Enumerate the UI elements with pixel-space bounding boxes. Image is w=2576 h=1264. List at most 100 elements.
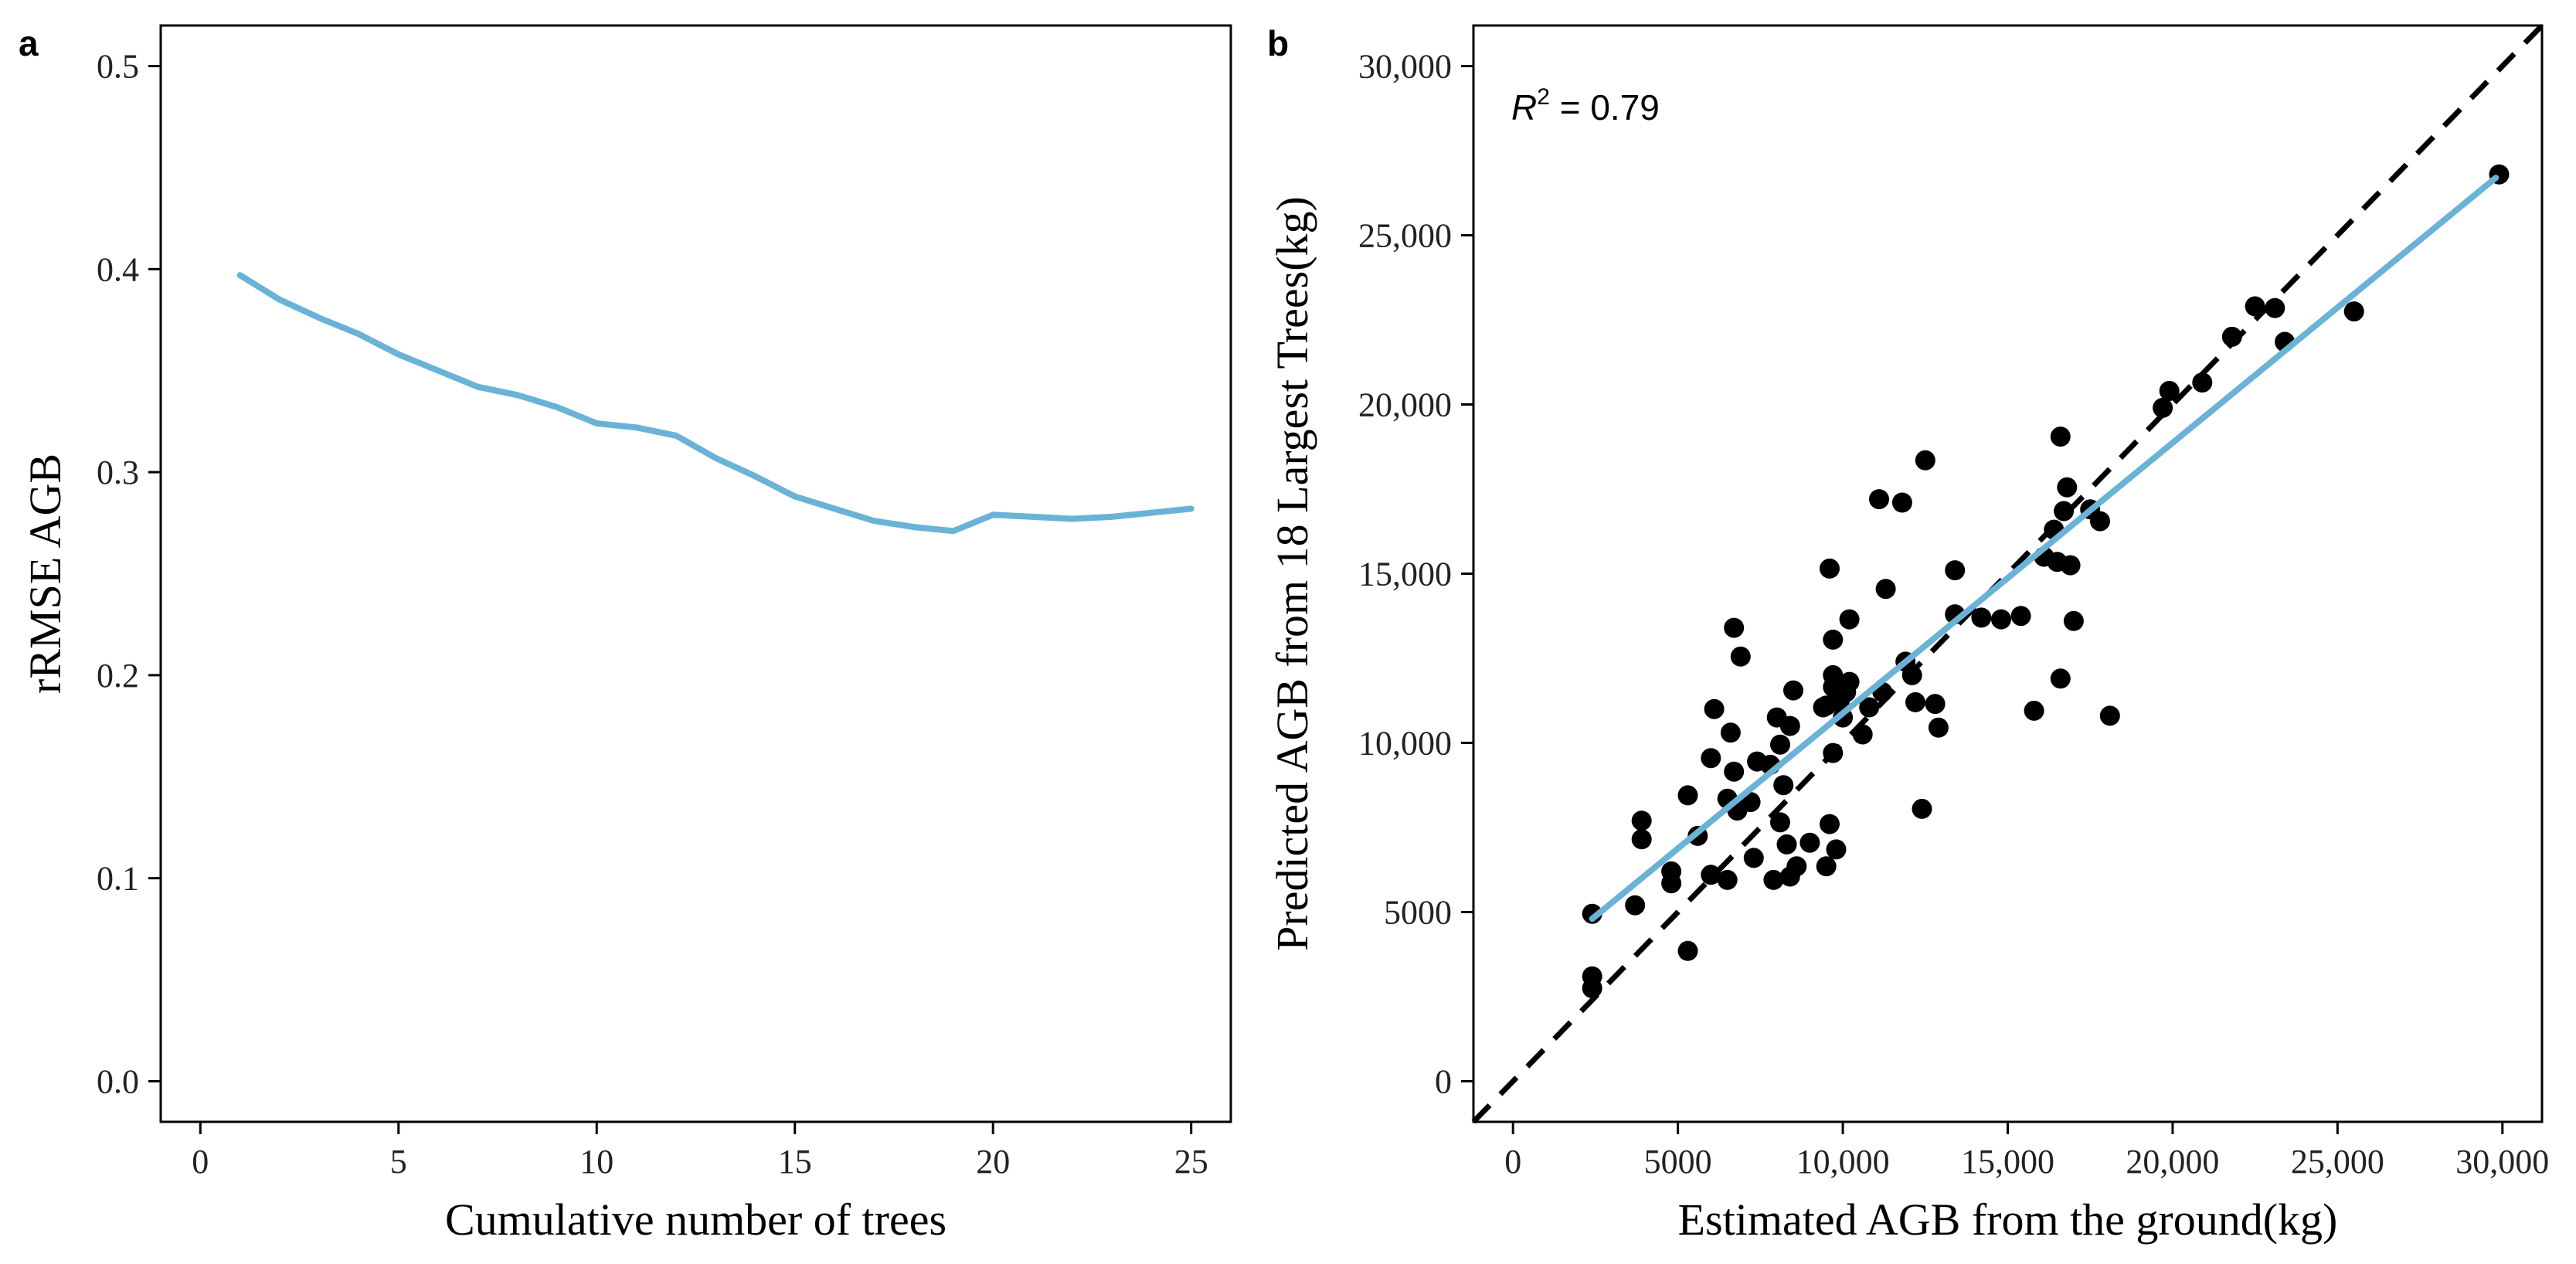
data-point	[2099, 705, 2120, 726]
data-point	[1631, 810, 1652, 831]
panel-b: b 0 5000 10,000 15,000 20,000 25,000 30,000 0 5…	[1267, 23, 2549, 1245]
data-point	[1826, 839, 1847, 860]
data-point	[1820, 814, 1840, 834]
x-tick-label: 15	[778, 1143, 812, 1181]
data-point	[1799, 832, 1820, 853]
panel-a-y-axis: 0.0 0.1 0.2 0.3 0.4 0.5	[97, 48, 161, 1100]
data-point	[2010, 606, 2031, 627]
x-tick-label: 15,000	[1961, 1143, 2054, 1181]
data-point	[2192, 372, 2213, 393]
data-point	[2153, 397, 2173, 418]
data-point	[1891, 492, 1912, 513]
data-point	[2090, 511, 2110, 532]
x-tick-label: 30,000	[2455, 1143, 2549, 1181]
data-point	[1928, 717, 1949, 738]
panel-a-y-axis-label: rRMSE AGB	[20, 454, 70, 694]
data-point	[1770, 812, 1790, 833]
data-point	[1776, 834, 1797, 855]
y-tick-label: 10,000	[1358, 724, 1452, 762]
data-point	[1724, 761, 1745, 782]
data-point	[1677, 785, 1698, 806]
regression-line	[1589, 175, 2500, 923]
panel-b-x-axis-label: Estimated AGB from the ground(kg)	[1678, 1194, 2338, 1245]
x-tick-label: 10	[579, 1143, 613, 1181]
data-point	[2060, 555, 2081, 576]
data-point	[1701, 748, 1721, 769]
panel-b-y-axis: 0 5000 10,000 15,000 20,000 25,000 30,000	[1358, 48, 1473, 1100]
data-point	[1720, 722, 1741, 743]
data-point	[2343, 301, 2364, 322]
panel-a-letter: a	[19, 23, 39, 63]
data-point	[1839, 609, 1860, 630]
x-tick-label: 25,000	[2291, 1143, 2384, 1181]
r-squared-symbol: R	[1511, 87, 1537, 127]
panel-a: a 0 5 10 15 20 25 0.0 0.1 0.2 0.3 0.4 0.5 Cumulati…	[19, 23, 1232, 1245]
y-tick-label: 0.0	[97, 1062, 139, 1100]
y-tick-label: 30,000	[1358, 48, 1452, 86]
x-tick-label: 20	[976, 1143, 1010, 1181]
data-point	[1582, 903, 1602, 924]
data-point	[1724, 617, 1745, 638]
data-point	[1869, 489, 1889, 510]
panel-a-x-axis: 0 5 10 15 20 25	[192, 1122, 1208, 1181]
x-tick-label: 25	[1174, 1143, 1208, 1181]
y-tick-label: 0.3	[97, 454, 139, 491]
data-point	[1582, 978, 1602, 998]
data-point	[2057, 477, 2078, 498]
data-point	[1743, 848, 1764, 868]
data-point	[1820, 558, 1840, 579]
data-point	[1991, 609, 2011, 630]
identity-line	[1471, 23, 2544, 1124]
data-point	[1717, 869, 1738, 890]
x-tick-label: 0	[192, 1143, 209, 1181]
data-point	[1704, 698, 1725, 719]
data-point	[1730, 646, 1751, 667]
r-squared-value: = 0.79	[1550, 87, 1660, 127]
panel-b-letter: b	[1267, 23, 1289, 63]
y-tick-label: 15,000	[1358, 556, 1452, 593]
data-point	[1783, 680, 1803, 701]
data-point	[1677, 940, 1698, 961]
y-tick-label: 0.4	[97, 250, 139, 288]
data-point	[1945, 560, 1966, 581]
data-point	[1839, 671, 1860, 692]
data-point	[1912, 798, 1932, 819]
x-tick-label: 10,000	[1796, 1143, 1890, 1181]
panel-a-plot-frame	[159, 24, 1232, 1123]
x-tick-label: 0	[1504, 1143, 1521, 1181]
x-tick-label: 5000	[1644, 1143, 1712, 1181]
panel-b-x-axis: 0 5000 10,000 15,000 20,000 25,000 30,000	[1504, 1122, 2549, 1181]
panel-b-y-axis-label: Predicted AGB from 18 Largest Trees(kg)	[1267, 196, 1317, 951]
data-point	[2050, 668, 2071, 689]
y-tick-label: 5000	[1384, 893, 1452, 931]
y-tick-label: 0.2	[97, 657, 139, 695]
y-tick-label: 0.1	[97, 860, 139, 898]
panel-a-x-axis-label: Cumulative number of trees	[445, 1194, 946, 1245]
data-point	[1661, 873, 1682, 894]
series-line	[236, 272, 1195, 535]
r-squared-exponent: 2	[1537, 84, 1550, 110]
r-squared-annotation: R2 = 0.79	[1511, 84, 1660, 127]
data-point	[1971, 607, 1992, 628]
data-point	[2159, 381, 2180, 401]
data-point	[2054, 501, 2075, 522]
x-tick-label: 20,000	[2126, 1143, 2219, 1181]
data-point	[1875, 579, 1896, 600]
data-point	[1625, 895, 1646, 916]
data-point	[1816, 856, 1837, 877]
data-point	[1779, 715, 1800, 736]
data-point	[1763, 869, 1784, 890]
panel-b-lines	[1471, 23, 2544, 1124]
data-point	[2024, 700, 2044, 721]
x-tick-label: 5	[390, 1143, 407, 1181]
data-point	[2063, 610, 2084, 631]
data-point	[1786, 856, 1807, 877]
data-point	[1925, 694, 1946, 715]
panel-b-points	[1582, 164, 2510, 998]
data-point	[1770, 734, 1790, 755]
panel-a-series	[236, 272, 1195, 535]
y-tick-label: 25,000	[1358, 217, 1452, 255]
data-point	[1905, 691, 1925, 712]
data-point	[1823, 629, 1844, 650]
